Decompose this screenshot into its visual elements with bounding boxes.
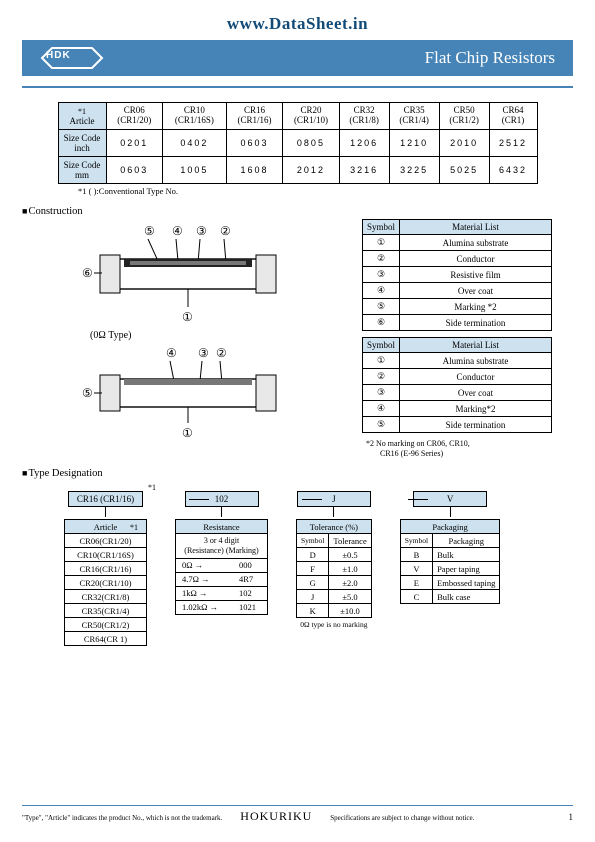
- packaging-table: PackagingSymbolPackagingBBulkVPaper tapi…: [400, 519, 501, 604]
- footer-right: Specifications are subject to change wit…: [330, 814, 474, 822]
- connector: [408, 499, 428, 500]
- construction-diagrams: ⑤ ④ ③ ② ⑥ ① (0Ω Type) ④ ③ ②: [22, 219, 352, 458]
- note-2-line1: *2 No marking on CR06, CR10,: [366, 439, 562, 449]
- svg-text:⑥: ⑥: [82, 266, 93, 280]
- svg-text:②: ②: [220, 224, 231, 238]
- article-size-table: *1ArticleCR06(CR1/20)CR10(CR1/16S)CR16(C…: [58, 102, 538, 184]
- svg-text:③: ③: [196, 224, 207, 238]
- website-link[interactable]: www.DataSheet.in: [22, 14, 573, 34]
- logo-text: HDK: [46, 50, 71, 61]
- footer-brand: HOKURIKU: [240, 809, 312, 824]
- footnote-1: *1 ( ):Conventional Type No.: [78, 186, 573, 196]
- resistor-zero-cross-section-icon: ④ ③ ② ⑤ ①: [62, 343, 312, 443]
- type-designation-heading: Type Designation: [22, 468, 573, 479]
- resistor-cross-section-icon: ⑤ ④ ③ ② ⑥ ①: [62, 221, 312, 326]
- title-bar: HDK Flat Chip Resistors: [22, 40, 573, 76]
- page-title: Flat Chip Resistors: [425, 48, 555, 68]
- svg-text:①: ①: [182, 310, 193, 324]
- svg-text:④: ④: [172, 224, 183, 238]
- material-list-table-1: SymbolMaterial List①Alumina substrate②Co…: [362, 219, 552, 331]
- svg-text:②: ②: [216, 346, 227, 360]
- tolerance-table: Tolerance (%)SymbolToleranceD±0.5F±1.0G±…: [296, 519, 372, 618]
- note-2-line2: CR16 (E-96 Series): [380, 449, 562, 459]
- divider: [22, 86, 573, 88]
- zero-ohm-label: (0Ω Type): [90, 330, 352, 341]
- svg-text:①: ①: [182, 426, 193, 440]
- page-number: 1: [569, 812, 574, 822]
- connector: [302, 499, 322, 500]
- footer-left: "Type", "Article" indicates the product …: [22, 814, 222, 822]
- svg-text:③: ③: [198, 346, 209, 360]
- svg-text:⑤: ⑤: [82, 386, 93, 400]
- connector: [189, 499, 209, 500]
- construction-heading: Construction: [22, 206, 573, 217]
- svg-text:⑤: ⑤: [144, 224, 155, 238]
- tolerance-note: 0Ω type is no marking: [296, 620, 372, 629]
- star-1b: *1: [130, 523, 138, 532]
- page-footer: "Type", "Article" indicates the product …: [22, 805, 573, 824]
- article-list-table: ArticleCR06(CR1/20)CR10(CR1/16S)CR16(CR1…: [64, 519, 147, 646]
- material-list-table-2: SymbolMaterial List①Alumina substrate②Co…: [362, 337, 552, 433]
- desig-head-article: CR16 (CR1/16): [68, 491, 143, 507]
- type-designation-area: *1 CR16 (CR1/16) ArticleCR06(CR1/20)CR10…: [22, 489, 573, 646]
- svg-text:④: ④: [166, 346, 177, 360]
- resistance-table: Resistance3 or 4 digit(Resistance) (Mark…: [175, 519, 268, 615]
